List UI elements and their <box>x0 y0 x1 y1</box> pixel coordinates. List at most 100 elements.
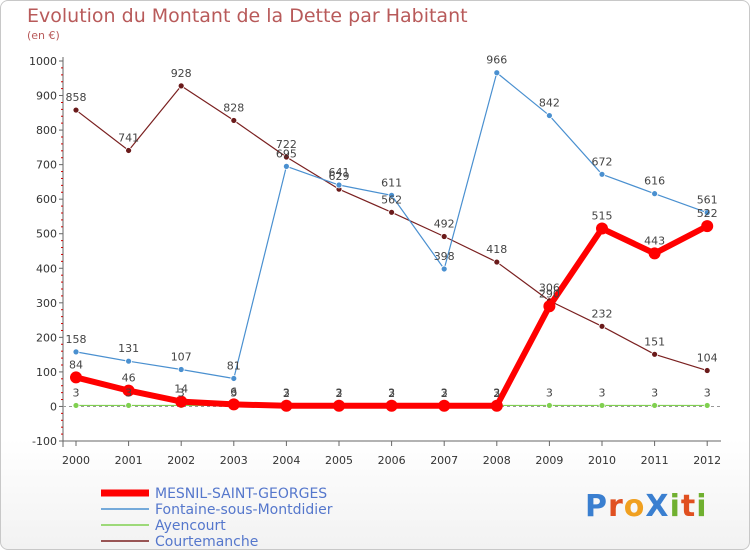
data-label: 2 <box>441 387 448 400</box>
data-point <box>177 366 185 373</box>
data-label: 611 <box>381 176 402 189</box>
legend-label: Ayencourt <box>155 518 226 534</box>
data-label: 561 <box>697 194 718 207</box>
data-point <box>125 357 132 365</box>
data-label: 562 <box>381 193 402 206</box>
logo-letter: r <box>608 489 624 524</box>
data-label: 3 <box>651 386 658 399</box>
x-tick-label: 2000 <box>62 454 90 467</box>
data-label: 2 <box>336 387 343 400</box>
data-label: 3 <box>283 386 290 399</box>
y-tick-label: 600 <box>36 193 57 206</box>
data-point <box>703 367 711 374</box>
data-label: 6 <box>230 385 237 398</box>
data-label: 515 <box>592 210 613 223</box>
data-point <box>385 399 398 412</box>
data-label: 3 <box>230 386 237 399</box>
series-line <box>75 223 709 409</box>
y-tick-label: 800 <box>36 124 57 137</box>
data-label: 2 <box>493 387 500 400</box>
data-point <box>703 209 711 217</box>
logo-letter: t <box>680 489 697 524</box>
y-tick-label: 400 <box>36 262 57 275</box>
data-label: 616 <box>644 175 665 188</box>
data-point <box>493 258 501 266</box>
data-point <box>440 265 448 273</box>
data-label: 641 <box>329 166 350 179</box>
data-label: 928 <box>171 67 192 80</box>
y-tick-label: 700 <box>36 159 57 172</box>
series-mesnil-saint-georges <box>70 220 714 412</box>
x-tick-label: 2011 <box>641 454 669 467</box>
data-label: 81 <box>227 359 241 372</box>
data-point <box>490 399 503 412</box>
data-point <box>72 106 80 114</box>
x-tick-label: 2009 <box>535 454 563 467</box>
data-label: 842 <box>539 97 560 110</box>
x-tick-label: 2003 <box>220 454 248 467</box>
y-tick-label: 200 <box>36 331 57 344</box>
legend-label: Fontaine-sous-Montdidier <box>155 502 333 518</box>
data-label: 3 <box>599 386 606 399</box>
data-label: 828 <box>223 101 244 114</box>
data-point <box>282 162 290 170</box>
logo-letter: P <box>585 489 608 524</box>
logo-letter: i <box>669 489 681 524</box>
data-point <box>440 233 448 240</box>
data-point <box>388 208 396 216</box>
data-point <box>546 112 553 119</box>
y-tick-label: 0 <box>50 400 57 413</box>
data-point <box>177 82 185 90</box>
data-point <box>122 384 135 397</box>
data-label: 158 <box>66 333 87 346</box>
data-point <box>227 398 240 411</box>
data-label: 492 <box>434 217 455 230</box>
x-tick-label: 2002 <box>167 454 195 467</box>
proxiti-logo: ProXiti <box>585 489 708 524</box>
data-point <box>388 191 396 199</box>
chart-unit: (en €) <box>27 29 60 42</box>
data-label: 3 <box>73 386 80 399</box>
data-label: 290 <box>539 287 560 300</box>
data-point <box>546 402 553 409</box>
y-tick-label: 900 <box>36 90 57 103</box>
logo-letter: X <box>645 489 670 524</box>
chart-title: Evolution du Montant de la Dette par Hab… <box>27 5 468 27</box>
data-point <box>72 348 80 356</box>
data-point <box>335 181 343 189</box>
data-label: 398 <box>434 250 455 263</box>
series-fontaine-sous-montdidier <box>72 69 711 382</box>
data-label: 3 <box>388 386 395 399</box>
data-point <box>651 190 658 198</box>
data-point <box>596 222 608 235</box>
x-tick-label: 2004 <box>272 454 300 467</box>
series-line <box>75 72 708 380</box>
legend-label: MESNIL-SAINT-GEORGES <box>155 486 327 502</box>
logo-letter: i <box>696 489 708 524</box>
y-tick-label: -100 <box>32 435 57 448</box>
data-label: 14 <box>174 383 188 396</box>
y-tick-label: 100 <box>36 366 57 379</box>
x-tick-label: 2012 <box>693 454 721 467</box>
x-tick-label: 2005 <box>325 454 353 467</box>
series-line <box>75 85 708 372</box>
data-point <box>230 375 238 382</box>
y-tick-label: 1000 <box>29 55 57 68</box>
data-label: 858 <box>66 91 87 104</box>
data-point <box>598 170 606 178</box>
data-point <box>282 153 290 161</box>
data-label: 131 <box>118 342 139 355</box>
data-point <box>493 69 501 77</box>
data-label: 3 <box>704 386 711 399</box>
data-point <box>72 402 80 409</box>
data-label: 629 <box>329 170 350 183</box>
data-point <box>543 300 556 313</box>
data-label: 443 <box>644 234 665 247</box>
x-tick-label: 2008 <box>483 454 511 467</box>
data-label: 966 <box>486 54 507 67</box>
data-label: 522 <box>697 207 718 220</box>
data-label: 741 <box>118 131 139 144</box>
data-label: 418 <box>486 243 507 256</box>
y-tick-label: 500 <box>36 228 57 241</box>
x-tick-label: 2007 <box>430 454 458 467</box>
